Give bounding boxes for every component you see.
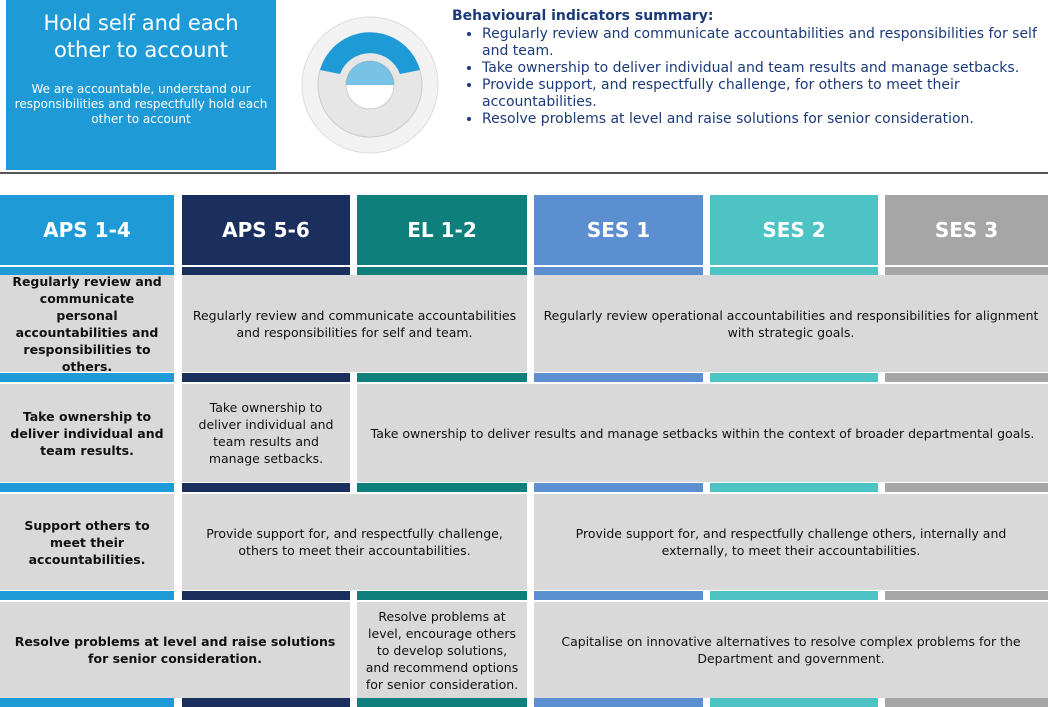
indicator: Take ownership to deliver individual and… bbox=[482, 60, 1048, 77]
color-strip bbox=[357, 591, 527, 600]
color-strip bbox=[0, 591, 174, 600]
color-strip bbox=[885, 698, 1048, 707]
color-strip bbox=[710, 267, 878, 276]
color-strip bbox=[357, 373, 527, 382]
color-strip bbox=[357, 267, 527, 276]
column-header: SES 3 bbox=[885, 195, 1048, 265]
color-strip bbox=[182, 373, 350, 382]
cell: Regularly review operational accountabil… bbox=[534, 275, 1048, 372]
color-strip bbox=[710, 591, 878, 600]
indicator: Regularly review and communicate account… bbox=[482, 26, 1048, 60]
color-strip bbox=[710, 698, 878, 707]
color-strip bbox=[534, 373, 703, 382]
color-strip bbox=[710, 483, 878, 492]
color-strip bbox=[885, 267, 1048, 276]
indicator: Provide support, and respectfully challe… bbox=[482, 77, 1048, 111]
cell: Support others to meet their accountabil… bbox=[0, 494, 174, 590]
description: We are accountable, understand our respo… bbox=[14, 82, 268, 126]
color-strip bbox=[182, 591, 350, 600]
color-strip bbox=[0, 373, 174, 382]
column-header: SES 1 bbox=[534, 195, 703, 265]
indicator: Resolve problems at level and raise solu… bbox=[482, 111, 1048, 128]
wheel-graphic bbox=[301, 16, 439, 154]
color-strip bbox=[182, 267, 350, 276]
color-strip bbox=[885, 483, 1048, 492]
summary-title: Behavioural indicators summary: bbox=[452, 8, 714, 24]
cell: Provide support for, and respectfully ch… bbox=[182, 494, 527, 590]
color-strip bbox=[885, 373, 1048, 382]
color-strip bbox=[534, 483, 703, 492]
cell: Regularly review and communicate account… bbox=[182, 275, 527, 372]
color-strip bbox=[182, 483, 350, 492]
cell: Take ownership to deliver individual and… bbox=[0, 384, 174, 482]
cell: Regularly review and communicate persona… bbox=[0, 274, 174, 374]
column-header: APS 1-4 bbox=[0, 195, 174, 265]
divider bbox=[0, 172, 1048, 174]
color-strip bbox=[357, 483, 527, 492]
summary: Behavioural indicators summary: Regularl… bbox=[452, 8, 1048, 128]
cell: Resolve problems at level, encourage oth… bbox=[357, 602, 527, 698]
cell: Provide support for, and respectfully ch… bbox=[534, 494, 1048, 590]
column-header: APS 5-6 bbox=[182, 195, 350, 265]
cell: Take ownership to deliver results and ma… bbox=[357, 384, 1048, 482]
color-strip bbox=[0, 267, 174, 276]
cell: Capitalise on innovative alternatives to… bbox=[534, 602, 1048, 698]
column-header: EL 1-2 bbox=[357, 195, 527, 265]
title: Hold self and each other to account bbox=[43, 11, 239, 62]
lead-box: Hold self and each other to account We a… bbox=[6, 0, 276, 170]
color-strip bbox=[534, 267, 703, 276]
color-strip bbox=[357, 698, 527, 707]
color-strip bbox=[885, 591, 1048, 600]
color-strip bbox=[534, 698, 703, 707]
color-strip bbox=[710, 373, 878, 382]
cell: Take ownership to deliver individual and… bbox=[182, 384, 350, 482]
color-strip bbox=[534, 591, 703, 600]
color-strip bbox=[0, 483, 174, 492]
indicator-list: Regularly review and communicate account… bbox=[452, 26, 1048, 128]
color-strip bbox=[182, 698, 350, 707]
column-header: SES 2 bbox=[710, 195, 878, 265]
color-strip bbox=[0, 698, 174, 707]
cell: Resolve problems at level and raise solu… bbox=[0, 602, 350, 698]
